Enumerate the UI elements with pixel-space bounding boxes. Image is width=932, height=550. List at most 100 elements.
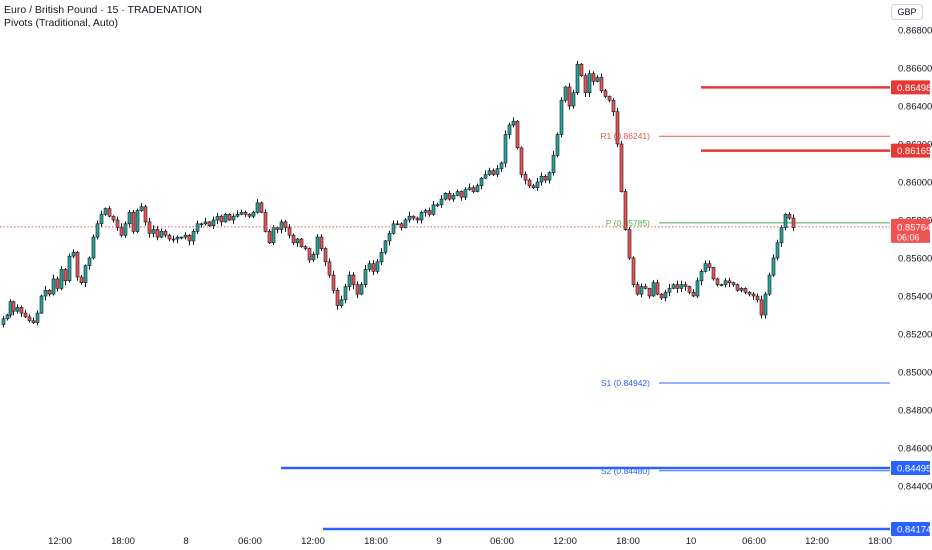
candle — [543, 174, 548, 184]
candle-body-up — [375, 261, 380, 272]
candle — [275, 226, 280, 234]
candle-body-down — [707, 263, 712, 268]
candle-body-up — [395, 223, 400, 226]
candle-body-down — [11, 301, 16, 312]
candle-body-up — [595, 77, 600, 82]
candle — [47, 289, 52, 297]
candle — [379, 248, 384, 266]
y-tick-label: 0.84600 — [898, 444, 932, 455]
candle — [67, 253, 72, 283]
candle-body-up — [719, 284, 724, 286]
candle-body-up — [443, 193, 448, 200]
candle — [683, 281, 688, 291]
candle — [271, 225, 276, 246]
candle — [615, 107, 620, 148]
candle-body-down — [491, 170, 496, 175]
candle-body-down — [515, 120, 520, 149]
candle — [699, 269, 704, 286]
candle-body-up — [771, 257, 776, 276]
candle-body-up — [739, 288, 744, 291]
candle — [243, 210, 248, 217]
candle-body-down — [307, 248, 312, 261]
candle — [43, 285, 48, 301]
price-axis: 0.868000.866000.864000.862000.860000.858… — [898, 26, 932, 493]
candle — [175, 235, 180, 244]
candle-body-down — [623, 191, 628, 230]
candle — [327, 258, 332, 278]
currency-selector[interactable]: GBP — [891, 4, 923, 20]
y-tick-label: 0.86000 — [898, 178, 932, 189]
candle — [403, 218, 408, 229]
level-price-tag-bg — [891, 521, 930, 536]
candle — [539, 172, 544, 186]
candle — [155, 225, 160, 241]
candle-body-down — [399, 223, 404, 228]
candle-body-up — [571, 92, 576, 107]
chart-title: Euro / British Pound · 15 · TRADENATION — [4, 4, 203, 16]
candle — [39, 294, 44, 315]
candle — [391, 220, 396, 235]
candle — [167, 233, 172, 242]
candle — [639, 283, 644, 298]
candle — [475, 183, 480, 193]
candle-body-up — [191, 231, 196, 242]
candle-body-down — [107, 208, 112, 217]
candle — [447, 190, 452, 201]
candle — [387, 230, 392, 246]
candle-body-down — [147, 221, 152, 234]
x-tick-label: 18:00 — [616, 536, 640, 547]
candle-body-down — [331, 274, 336, 291]
candle-body-down — [63, 269, 68, 282]
candle-body-up — [91, 236, 96, 259]
candle-body-down — [411, 215, 416, 219]
candle — [755, 293, 760, 303]
candle — [171, 235, 176, 243]
candle-body-up — [139, 206, 144, 211]
candle — [763, 291, 768, 319]
candle — [295, 237, 300, 247]
candle-body-up — [175, 236, 180, 240]
candle-body-up — [403, 219, 408, 228]
candle — [547, 171, 552, 184]
candle — [1, 316, 6, 328]
candle — [311, 251, 316, 263]
candle — [335, 287, 340, 310]
candle — [163, 229, 168, 238]
candle-body-down — [527, 179, 532, 187]
x-tick-label: 18:00 — [868, 536, 892, 547]
candle — [667, 283, 672, 297]
candle-body-down — [187, 234, 192, 242]
candle-body-down — [55, 278, 60, 289]
candle-body-down — [327, 261, 332, 276]
candle — [371, 260, 376, 276]
candle-body-up — [315, 236, 320, 255]
candle — [303, 245, 308, 251]
level-price-tag-bg — [891, 80, 930, 95]
candle — [731, 281, 736, 287]
candle — [739, 287, 744, 293]
candle-body-down — [355, 284, 360, 295]
candle — [503, 130, 508, 168]
candle — [287, 224, 292, 239]
candle-body-up — [779, 227, 784, 244]
candle-body-up — [95, 223, 100, 238]
candle — [695, 277, 700, 299]
pivot-lines: R1 (0.86241) P (0.85785) S1 (0.84942) S2 (0… — [600, 131, 890, 476]
candle — [535, 177, 540, 191]
candle-body-up — [343, 286, 348, 301]
candle-body-up — [587, 73, 592, 93]
candle-body-up — [551, 155, 556, 173]
candle-body-up — [179, 236, 184, 239]
candle — [671, 283, 676, 290]
candle-body-up — [295, 238, 300, 244]
candle-body-down — [119, 227, 124, 236]
candle-body-up — [347, 274, 352, 287]
candle — [5, 313, 10, 321]
candle-body-up — [555, 134, 560, 156]
x-tick-label: 18:00 — [111, 536, 135, 547]
y-tick-label: 0.86800 — [898, 26, 932, 37]
candle-body-down — [323, 248, 328, 263]
candle — [331, 270, 336, 294]
candle — [27, 314, 32, 323]
